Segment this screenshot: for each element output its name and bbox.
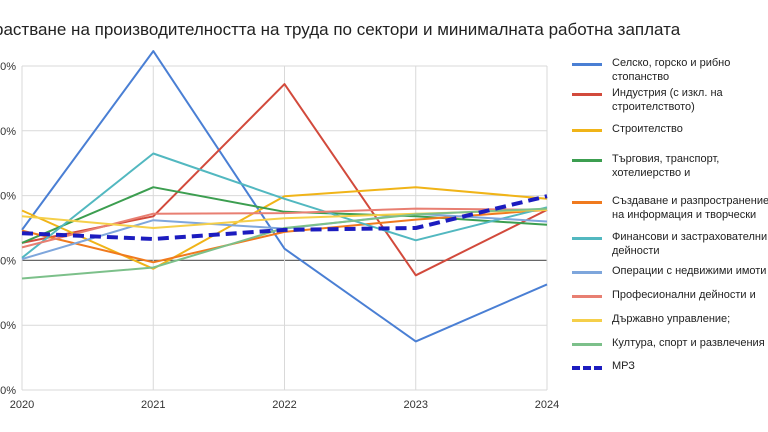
legend-item: Държавно управление; — [566, 312, 768, 342]
y-tick-label: 0% — [0, 255, 16, 267]
legend-swatch — [572, 201, 602, 204]
chart-title: растване на производителността на труда … — [0, 20, 681, 39]
legend-item: Селско, горско и рибно стопанство — [566, 56, 768, 86]
line-chart: 0% 0% 0% 0% 0% 0% 2020 2021 2022 2023 2024 — [0, 50, 559, 411]
y-axis-ticks: 0% 0% 0% 0% 0% 0% — [0, 61, 16, 397]
y-tick-label: 0% — [0, 126, 16, 138]
legend-swatch — [572, 366, 602, 370]
legend-swatch — [572, 63, 602, 66]
legend-item: Индустрия (с изкл. на строителството) — [566, 86, 768, 116]
legend-item: Операции с недвижими имоти — [566, 264, 768, 294]
legend-item: Създаване и разпространение на информаци… — [566, 194, 768, 224]
series-line-6 — [21, 152, 548, 259]
legend-swatch — [572, 319, 602, 322]
legend-item: Строителство — [566, 122, 768, 152]
y-tick-label: 0% — [0, 191, 16, 203]
legend-label: МРЗ — [612, 360, 635, 372]
legend-label: Държавно управление; — [612, 313, 731, 325]
series-line-3 — [21, 186, 548, 270]
y-tick-label: 0% — [0, 385, 16, 397]
series-line-4 — [21, 186, 548, 244]
legend-swatch — [572, 93, 602, 96]
legend-label: Строителство — [612, 123, 683, 135]
legend-item: Финансови и застрахователни дейности — [566, 230, 768, 260]
legend-label: Създаване и разпространение на информаци… — [612, 195, 768, 221]
series-line-11 — [21, 194, 548, 241]
series-group — [21, 50, 548, 343]
legend-label: Професионални дейности и — [612, 289, 756, 301]
legend-swatch — [572, 129, 602, 132]
legend-label: Финансови и застрахователни дейности — [612, 231, 768, 257]
legend-label: Индустрия (с изкл. на строителството) — [612, 87, 723, 113]
legend-label: Селско, горско и рибно стопанство — [612, 57, 731, 83]
legend-swatch — [572, 271, 602, 274]
x-tick-label: 2020 — [10, 399, 34, 411]
x-tick-label: 2022 — [272, 399, 296, 411]
x-axis-ticks: 2020 2021 2022 2023 2024 — [10, 399, 559, 411]
x-tick-label: 2024 — [535, 399, 559, 411]
series-line-1 — [21, 50, 548, 343]
legend-label: Култура, спорт и развлечения — [612, 337, 765, 349]
legend-swatch — [572, 343, 602, 346]
legend-item: Култура, спорт и развлечения — [566, 336, 768, 366]
legend-swatch — [572, 237, 602, 240]
y-tick-label: 0% — [0, 61, 16, 73]
y-tick-label: 0% — [0, 320, 16, 332]
legend-label: Търговия, транспорт, хотелиерство и — [612, 153, 720, 179]
x-tick-label: 2023 — [404, 399, 428, 411]
legend-item: Професионални дейности и — [566, 288, 768, 318]
legend-swatch — [572, 159, 602, 162]
legend-item: Търговия, транспорт, хотелиерство и — [566, 152, 768, 182]
x-tick-label: 2021 — [141, 399, 165, 411]
legend-item: МРЗ — [566, 359, 768, 389]
legend-label: Операции с недвижими имоти — [612, 265, 767, 277]
legend-swatch — [572, 295, 602, 298]
